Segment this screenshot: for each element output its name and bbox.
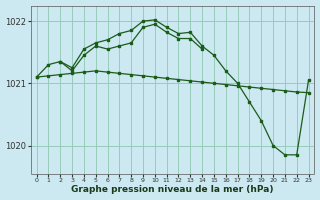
X-axis label: Graphe pression niveau de la mer (hPa): Graphe pression niveau de la mer (hPa) [71,185,274,194]
